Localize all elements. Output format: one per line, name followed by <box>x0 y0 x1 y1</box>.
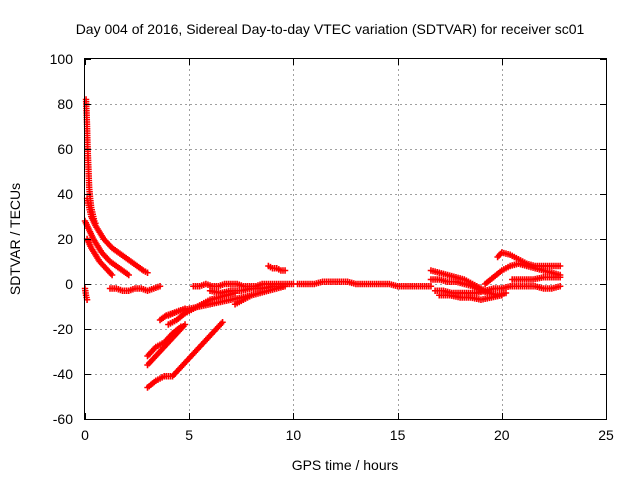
series-bump-9 <box>265 262 289 274</box>
axes <box>84 58 607 420</box>
data-point <box>181 305 189 312</box>
y-tick-label: 60 <box>57 141 73 157</box>
plot-frame <box>84 58 607 420</box>
data-point <box>556 274 564 281</box>
series-band-17-b <box>427 276 493 297</box>
series-base-early <box>106 283 164 294</box>
series-decay-low2 <box>83 235 116 279</box>
data-marks <box>81 96 564 391</box>
y-tick-label: 100 <box>50 51 74 67</box>
series-dip-shallow-c <box>156 305 189 324</box>
x-axis-label: GPS time / hours <box>292 457 399 473</box>
data-point <box>108 271 116 279</box>
series-arch-20-mid <box>509 274 564 283</box>
data-point <box>279 283 287 290</box>
data-point <box>556 283 564 290</box>
y-tick-label: -60 <box>53 411 73 427</box>
data-point <box>181 321 189 328</box>
chart-title: Day 004 of 2016, Sidereal Day-to-day VTE… <box>76 21 585 37</box>
series-dip-shallow-a <box>165 292 255 319</box>
series-base-center <box>294 278 435 290</box>
grid <box>85 59 606 419</box>
x-tick-label: 10 <box>286 427 302 443</box>
data-point <box>219 319 226 326</box>
x-tick-label: 5 <box>185 427 193 443</box>
data-point <box>498 292 505 299</box>
x-tick-label: 0 <box>81 427 89 443</box>
data-point <box>177 323 185 330</box>
series-band-17-c <box>436 292 505 303</box>
y-axis-label: SDTVAR / TECUs <box>7 183 23 295</box>
data-point <box>427 283 435 290</box>
series-decay-lower <box>81 217 132 279</box>
data-point <box>125 271 132 279</box>
data-point <box>156 283 164 290</box>
x-tick-label: 25 <box>598 427 614 443</box>
data-point <box>556 262 564 270</box>
y-tick-label: 80 <box>57 96 73 112</box>
y-tick-label: -40 <box>53 366 73 382</box>
y-tick-labels: -60 -40 -20 0 20 40 60 80 100 <box>50 51 74 427</box>
data-point <box>502 289 510 297</box>
series-arch-20-top <box>494 249 564 270</box>
x-tick-labels: 0 5 10 15 20 25 <box>81 427 614 443</box>
y-tick-label: -20 <box>53 321 73 337</box>
data-point <box>281 267 289 274</box>
series-rise-to-zero-b <box>206 283 287 297</box>
series-near-zero-left <box>81 285 91 303</box>
y-tick-label: 20 <box>57 231 73 247</box>
x-tick-label: 15 <box>390 427 406 443</box>
data-point <box>144 269 151 276</box>
y-tick-label: 0 <box>65 276 73 292</box>
y-tick-label: 40 <box>57 186 73 202</box>
series-decay-upper <box>83 195 151 276</box>
series-dip-deep-a <box>144 319 226 391</box>
series-dip-mid-a <box>144 323 185 360</box>
x-tick-label: 20 <box>494 427 510 443</box>
